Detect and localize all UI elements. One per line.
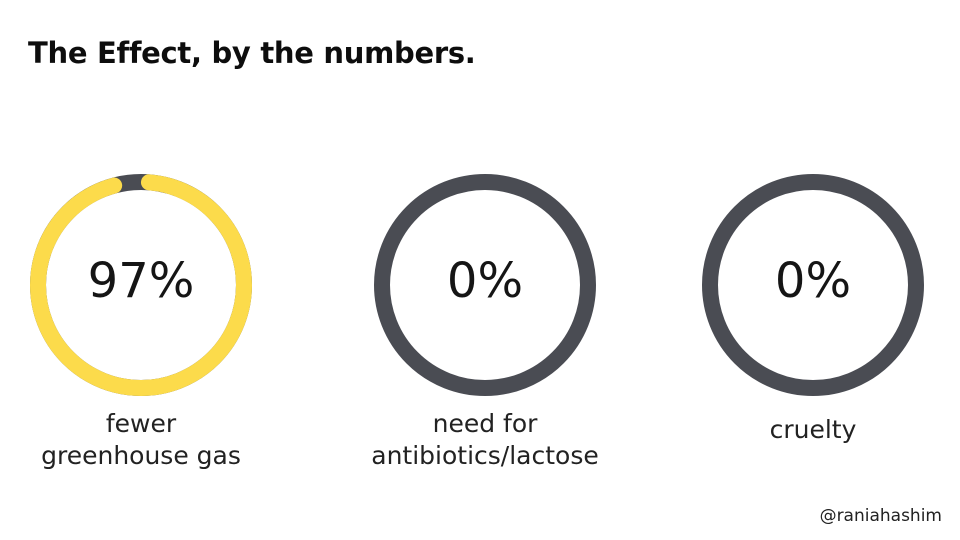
stat-value: 0%	[446, 253, 524, 309]
author-handle: @raniahashim	[819, 506, 942, 526]
stat-antibiotics-lactose: 0% need for antibiotics/lactose	[320, 170, 650, 490]
stat-label-line: cruelty	[769, 415, 857, 444]
progress-ring	[702, 174, 924, 396]
progress-ring-track	[702, 174, 924, 396]
progress-ring-fill	[30, 174, 252, 396]
progress-ring-track	[374, 174, 596, 396]
stat-label: cruelty	[648, 414, 960, 446]
stat-label-line: need for	[432, 409, 538, 438]
progress-ring	[374, 174, 596, 396]
progress-ring	[30, 174, 252, 396]
stat-label-line: greenhouse gas	[41, 441, 241, 470]
stat-label: need for antibiotics/lactose	[320, 408, 650, 472]
page-title: The Effect, by the numbers.	[28, 36, 476, 70]
stat-label-line: antibiotics/lactose	[371, 441, 599, 470]
stat-cruelty: 0% cruelty	[648, 170, 960, 490]
stat-value: 97%	[87, 253, 195, 309]
stat-value: 0%	[774, 253, 852, 309]
stat-greenhouse-gas: 97% fewer greenhouse gas	[0, 170, 306, 490]
stat-label-line: fewer	[105, 409, 177, 438]
stat-label: fewer greenhouse gas	[0, 408, 306, 472]
